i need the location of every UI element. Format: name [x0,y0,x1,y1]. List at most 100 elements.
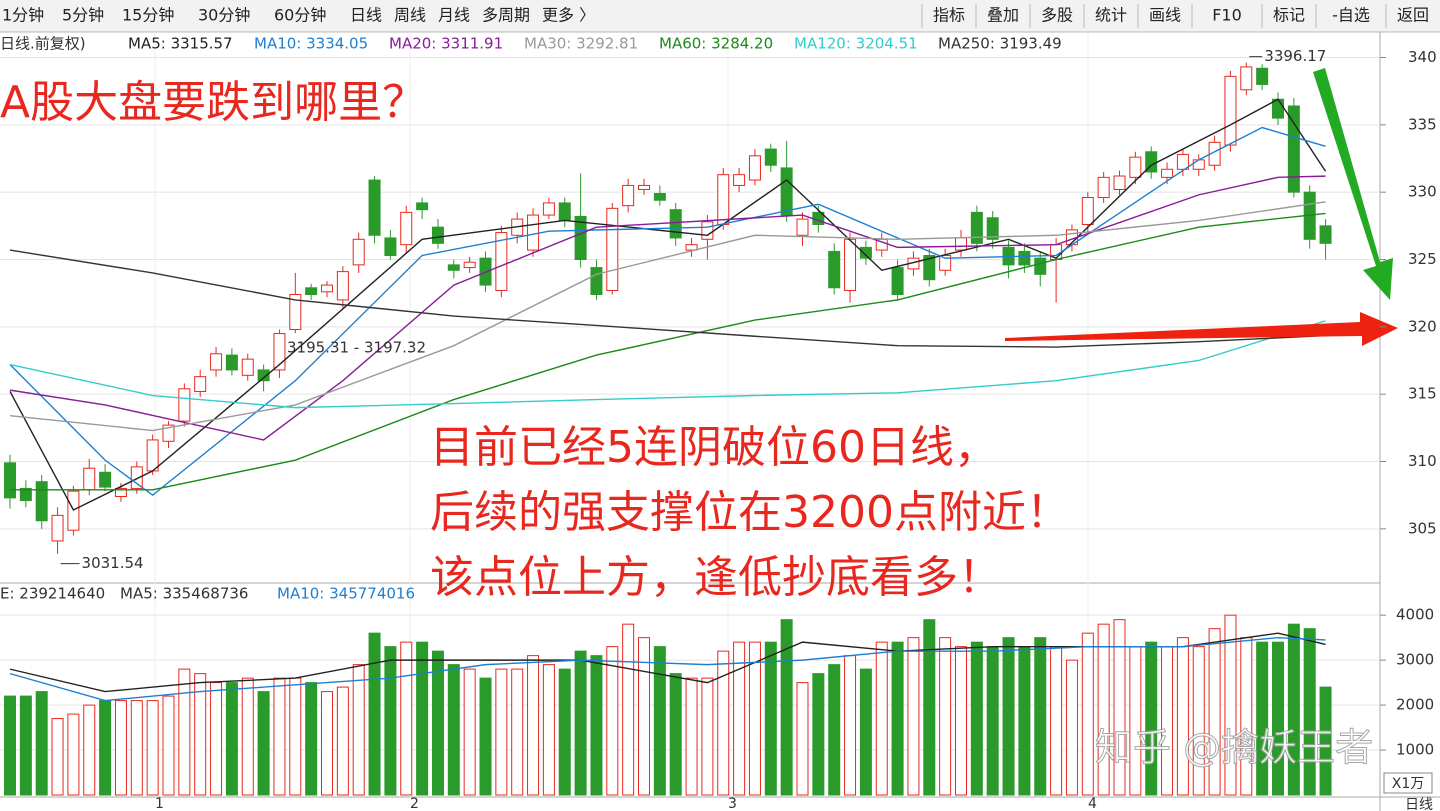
volume-bar [1081,632,1094,796]
volume-bar [685,677,698,796]
volume-ma-line [9,636,1326,702]
toolbar-item[interactable]: 指标 [933,6,965,25]
volume-bar [67,713,80,796]
candle-body [368,179,381,236]
price-mark-label: 3396.17 [1264,47,1326,65]
toolbar-item[interactable]: F10 [1212,6,1242,25]
volume-bar [463,668,476,796]
toolbar-item[interactable]: 统计 [1095,6,1127,25]
candle-body [114,487,127,498]
volume-bar [939,637,952,796]
candle-body [289,294,302,331]
period-label: 日线 [1405,797,1433,811]
candle-body [463,261,476,269]
candle-body [891,267,904,296]
volume-bar [130,700,143,796]
candle-body [1129,156,1142,178]
toolbar-item[interactable]: 60分钟 [274,6,326,25]
volume-bar [1097,623,1110,796]
volume-bar [273,677,286,796]
volume-bar [4,695,16,796]
toolbar-item[interactable]: 日线 [350,6,382,25]
candle-body [416,202,429,211]
toolbar-item[interactable]: 周线 [394,6,426,25]
legend-entry: MA250: 3193.49 [938,35,1062,53]
toolbar-item[interactable]: 返回 [1397,6,1429,25]
volume-bar [653,646,666,796]
volume-bar [1113,619,1126,796]
volume-bar [542,664,555,796]
volume-bar [368,632,381,796]
candle-body [748,155,761,181]
volume-bar [844,655,857,796]
green-arrow [1313,68,1393,300]
candle-body [384,237,397,256]
candle-body [1319,225,1332,244]
toolbar-item[interactable]: 多股 [1041,6,1073,25]
ma-line [9,249,1326,348]
candle-body [527,214,540,251]
volume-bar [1161,646,1174,796]
volume-bar [622,623,635,796]
candle-body [590,267,603,296]
toolbar-item[interactable]: 30分钟 [198,6,250,25]
candle-body [83,467,96,491]
toolbar-item[interactable]: 多周期 [482,6,530,25]
legend-entry: MA120: 3204.51 [794,35,918,53]
month-label: 2 [410,796,419,811]
volume-bar [1129,646,1142,796]
annotation: 该点位上方，逢低抄底看多！ [430,552,1002,603]
candle-body [622,184,635,207]
legend-entry: MA30: 3292.81 [524,35,638,53]
volume-bar [812,673,825,796]
candle-body [1034,257,1047,275]
toolbar-item[interactable]: 叠加 [987,6,1019,25]
toolbar-item[interactable]: 月线 [438,6,470,25]
candle-body [99,471,112,488]
volume-bar [495,668,508,796]
toolbar-item[interactable]: 更多 〉 [542,6,595,25]
candle-body [19,487,32,502]
toolbar-item[interactable]: 标记 [1273,6,1305,25]
candle-body [653,193,666,201]
volume-bar [717,650,730,796]
volume-tick-label: 4000 [1396,606,1434,624]
volume-bar [1256,641,1269,796]
toolbar-item[interactable]: -自选 [1332,6,1370,25]
volume-bar [336,686,349,796]
ma-line [9,175,1326,441]
toolbar-item[interactable]: 5分钟 [62,6,104,25]
volume-bar [162,695,175,796]
toolbar-item[interactable]: 画线 [1149,6,1181,25]
candle-body [923,254,936,281]
toolbar-item[interactable]: 15分钟 [122,6,174,25]
toolbar-item[interactable]: 1分钟 [2,6,44,25]
candle-body [273,333,286,371]
candle-body [606,207,619,291]
legend-entry: MA10: 3334.05 [254,35,368,53]
unit-box [1383,772,1433,794]
candle-body [1113,175,1126,190]
price-mark-label: 3031.54 [82,554,144,572]
candle-body [574,215,587,261]
candle-body [558,202,571,221]
candle-body [400,211,413,246]
candle-body [305,287,318,296]
candle-body [1097,176,1110,199]
y-tick-label: 310 [1408,452,1437,470]
ma-line [10,212,1326,491]
volume-bar [431,650,444,796]
candle-body [1287,105,1300,193]
volume-bar [1002,637,1015,796]
volume-bar [114,700,127,796]
volume-bar [225,682,238,796]
volume-legend: MA5: 335468736 [120,585,248,603]
candle-body [701,221,714,240]
candle-body [431,226,444,244]
candle-body [495,232,508,291]
candle-body [1161,168,1174,178]
volume-bar [194,673,207,796]
candle-body [257,369,270,382]
candle-body [210,353,223,371]
candle-body [828,250,841,289]
